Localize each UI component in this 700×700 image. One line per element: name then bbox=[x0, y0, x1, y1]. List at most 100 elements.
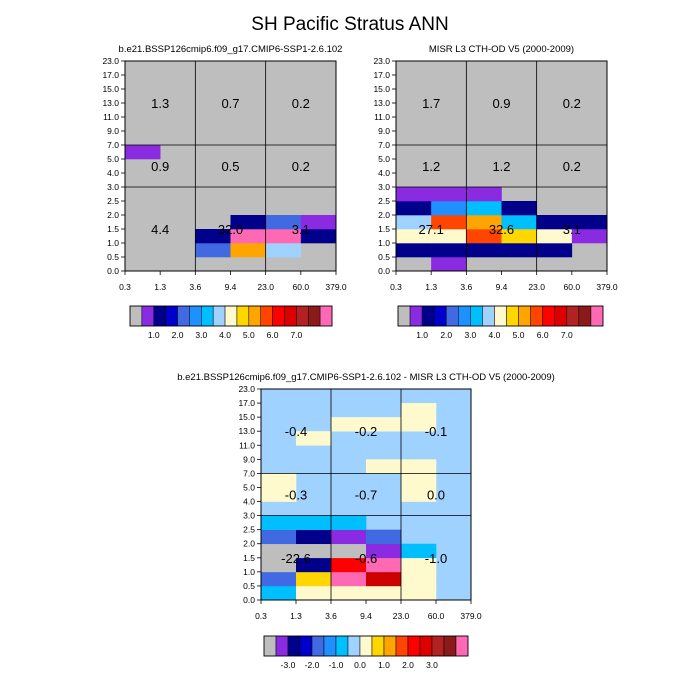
y-tick-label: 11.0 bbox=[103, 112, 119, 122]
colorbar-swatch bbox=[272, 305, 285, 327]
region-value-label: 0.9 bbox=[151, 159, 169, 174]
colorbar-swatch bbox=[201, 305, 214, 327]
colorbar-swatch bbox=[263, 635, 277, 657]
y-tick-label: 0.0 bbox=[243, 595, 255, 605]
region-value-label: 0.7 bbox=[221, 96, 239, 111]
heatmap-cell bbox=[396, 187, 432, 202]
colorbar-label: 0.0 bbox=[354, 660, 366, 670]
heatmap-cell bbox=[396, 201, 432, 216]
colorbar-frame bbox=[129, 305, 333, 327]
region-value-label: 1.2 bbox=[492, 159, 510, 174]
heatmap-cell bbox=[466, 243, 502, 258]
colorbar-label: 6.0 bbox=[537, 330, 549, 340]
y-tick-label: 11.0 bbox=[239, 440, 255, 450]
colorbar-swatch bbox=[248, 305, 261, 327]
heatmap-cell bbox=[466, 215, 502, 230]
heatmap-cell bbox=[296, 571, 332, 587]
heatmap-cell bbox=[401, 585, 437, 601]
colorbar-swatch bbox=[153, 305, 166, 327]
colorbar-swatch bbox=[212, 305, 226, 327]
heatmap-cell bbox=[401, 571, 437, 587]
colorbar-label: 1.0 bbox=[378, 660, 390, 670]
heatmap-cell bbox=[536, 215, 573, 230]
region-value-label: 1.2 bbox=[422, 159, 440, 174]
colorbar-label: 3.0 bbox=[464, 330, 476, 340]
heatmap-cell bbox=[401, 543, 437, 559]
heatmap-cell bbox=[331, 543, 367, 559]
y-tick-label: 17.0 bbox=[102, 70, 119, 80]
heatmap-cell bbox=[300, 215, 337, 230]
region-value-label: 1.7 bbox=[422, 96, 440, 111]
colorbar-label: 7.0 bbox=[290, 330, 302, 340]
region-value-label: -0.4 bbox=[285, 424, 307, 439]
colorbar-frame bbox=[397, 305, 604, 327]
colorbar-swatch bbox=[458, 305, 471, 327]
heatmap-cell bbox=[296, 557, 332, 573]
region-value-label: 27.1 bbox=[419, 222, 444, 237]
colorbar-swatch bbox=[554, 305, 568, 327]
x-tick-label: 3.6 bbox=[325, 611, 337, 621]
heatmap-cell bbox=[195, 229, 231, 244]
y-tick-label: 4.0 bbox=[107, 168, 119, 178]
colorbar-swatch bbox=[359, 635, 373, 657]
y-tick-label: 3.0 bbox=[107, 182, 119, 192]
colorbar-swatch bbox=[409, 305, 423, 327]
y-tick-label: 13.0 bbox=[373, 98, 390, 108]
x-tick-label: 1.3 bbox=[425, 282, 437, 292]
x-tick-label: 23.0 bbox=[393, 611, 410, 621]
region-value-label: 32.6 bbox=[489, 222, 514, 237]
region-value-label: 3.1 bbox=[563, 222, 581, 237]
region-value-label: -0.1 bbox=[425, 424, 447, 439]
y-tick-label: 15.0 bbox=[102, 84, 119, 94]
y-tick-label: 7.0 bbox=[243, 468, 255, 478]
figure-title: SH Pacific Stratus ANN bbox=[251, 14, 448, 35]
heatmap-cell bbox=[331, 557, 367, 573]
y-tick-label: 17.0 bbox=[373, 70, 390, 80]
colorbar-frame bbox=[263, 635, 469, 657]
x-tick-label: 1.3 bbox=[290, 611, 302, 621]
region-value-label: 1.3 bbox=[151, 96, 169, 111]
region-value-label: 0.2 bbox=[292, 96, 310, 111]
colorbar-swatch bbox=[165, 305, 178, 327]
colorbar-label: 1.0 bbox=[416, 330, 428, 340]
panel-title: b.e21.BSSP126cmip6.f09_g17.CMIP6-SSP1-2.… bbox=[177, 372, 555, 383]
colorbar-label: 2.0 bbox=[172, 330, 184, 340]
y-tick-label: 1.0 bbox=[243, 567, 255, 577]
panel-title: b.e21.BSSP126cmip6.f09_g17.CMIP6-SSP1-2.… bbox=[119, 44, 343, 55]
heatmap-cell bbox=[501, 243, 537, 258]
region-value-label: 3.1 bbox=[292, 222, 310, 237]
y-tick-label: 9.0 bbox=[243, 454, 255, 464]
heatmap-cell bbox=[125, 145, 161, 160]
heatmap-cell bbox=[366, 557, 402, 573]
y-tick-label: 7.0 bbox=[107, 140, 119, 150]
colorbar-swatch bbox=[224, 305, 238, 327]
region-value-label: 0.5 bbox=[221, 159, 239, 174]
y-tick-label: 13.0 bbox=[102, 98, 119, 108]
heatmap-cell bbox=[536, 229, 573, 244]
x-tick-label: 379.0 bbox=[596, 282, 618, 292]
x-tick-label: 1.3 bbox=[154, 282, 166, 292]
x-tick-label: 9.4 bbox=[360, 611, 372, 621]
y-tick-label: 0.0 bbox=[378, 266, 390, 276]
colorbar-swatch bbox=[443, 635, 457, 657]
colorbar-label: 7.0 bbox=[561, 330, 573, 340]
heatmap-cell bbox=[331, 529, 367, 545]
region-value-label: -0.6 bbox=[355, 551, 377, 566]
y-tick-label: 17.0 bbox=[238, 398, 255, 408]
colorbar-swatch bbox=[371, 635, 385, 657]
colorbar-swatch bbox=[236, 305, 250, 327]
colorbar-label: 2.0 bbox=[402, 660, 414, 670]
heatmap-cell bbox=[261, 515, 297, 530]
heatmap-cell bbox=[536, 243, 573, 258]
heatmap-cell bbox=[331, 417, 367, 432]
y-tick-label: 11.0 bbox=[374, 112, 390, 122]
colorbar-swatch bbox=[518, 305, 531, 327]
heatmap-cell bbox=[431, 201, 467, 216]
heatmap-cell bbox=[431, 215, 467, 230]
y-tick-label: 0.5 bbox=[243, 581, 255, 591]
colorbar-label: -2.0 bbox=[305, 660, 320, 670]
colorbar-label: 4.0 bbox=[489, 330, 501, 340]
region-value-label: -0.3 bbox=[285, 488, 307, 503]
region-value-label: 0.2 bbox=[563, 96, 581, 111]
